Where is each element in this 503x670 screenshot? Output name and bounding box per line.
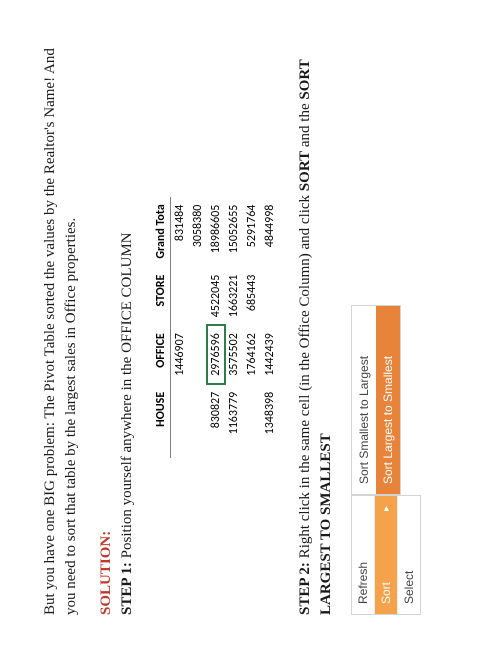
pivot-header-office: OFFICE [152, 325, 171, 384]
pivot-header-store: STORE [152, 267, 171, 326]
pivot-cell[interactable] [261, 267, 279, 326]
table-row: 8308272976596452204518986605 [207, 197, 225, 459]
pivot-cell [243, 442, 261, 458]
table-row: 13483981442439 4844998 [261, 197, 279, 459]
context-menu: Refresh Sort ▸ Select [351, 495, 421, 615]
pivot-cell [261, 442, 279, 458]
pivot-cell[interactable]: 830827 [207, 384, 225, 443]
pivot-cell[interactable]: 4844998 [261, 197, 279, 267]
intro-text: But you have one BIG problem: The Pivot … [40, 40, 82, 615]
solution-label: SOLUTION: [98, 40, 115, 615]
menu-item-label: Refresh [356, 562, 370, 604]
pivot-cell[interactable]: 3058380 [189, 197, 207, 267]
step-2-sort: SORT [297, 151, 313, 191]
chevron-right-icon: ▸ [381, 506, 392, 511]
pivot-cell [225, 442, 243, 458]
pivot-cell[interactable]: 831484 [171, 197, 190, 267]
pivot-cell[interactable] [171, 384, 190, 443]
table-row: 1446907 831484 [171, 197, 190, 459]
pivot-header-blank [152, 442, 171, 458]
pivot-cell[interactable] [189, 267, 207, 326]
pivot-cell[interactable]: 2976596 [207, 325, 225, 384]
pivot-header-house: HOUSE [152, 384, 171, 443]
table-row: 11637793575502166322115052655 [225, 197, 243, 459]
pivot-cell[interactable]: 3575502 [225, 325, 243, 384]
pivot-cell[interactable] [171, 267, 190, 326]
pivot-cell [207, 442, 225, 458]
step-2-text-a: Right click in the same cell (in the Off… [297, 191, 313, 562]
pivot-table-wrap: HOUSE OFFICE STORE Grand Tota 1446907 831… [152, 40, 279, 615]
pivot-cell[interactable]: 1764162 [243, 325, 261, 384]
pivot-cell[interactable]: 1348398 [261, 384, 279, 443]
submenu-item[interactable]: Sort Smallest to Largest [352, 306, 376, 494]
step-1-label: STEP 1: [119, 562, 135, 615]
pivot-cell[interactable] [189, 384, 207, 443]
table-row: 3058380 [189, 197, 207, 459]
pivot-cell[interactable]: 1442439 [261, 325, 279, 384]
submenu-item[interactable]: Sort Largest to Smallest [376, 306, 400, 494]
context-menu-item-sort[interactable]: Sort ▸ [374, 496, 397, 614]
pivot-cell[interactable]: 1663221 [225, 267, 243, 326]
pivot-table: HOUSE OFFICE STORE Grand Tota 1446907 831… [152, 197, 279, 459]
pivot-cell[interactable]: 685443 [243, 267, 261, 326]
pivot-cell[interactable] [189, 325, 207, 384]
step-1: STEP 1: Position yourself anywhere in th… [117, 40, 138, 615]
pivot-cell[interactable]: 1446907 [171, 325, 190, 384]
step-2: STEP 2: Right click in the same cell (in… [295, 40, 337, 615]
pivot-cell[interactable] [243, 384, 261, 443]
pivot-cell [189, 442, 207, 458]
context-menu-item-refresh[interactable]: Refresh [352, 496, 374, 614]
sort-submenu: Sort Smallest to LargestSort Largest to … [351, 305, 401, 495]
step-2-label: STEP 2: [297, 562, 313, 615]
pivot-cell[interactable]: 18986605 [207, 197, 225, 267]
step-2-text-b: and the [297, 100, 313, 151]
table-row: 17641626854435291764 [243, 197, 261, 459]
pivot-cell [171, 442, 190, 458]
pivot-cell[interactable]: 15052655 [225, 197, 243, 267]
pivot-header-grand: Grand Tota [152, 197, 171, 267]
menu-wrap: Refresh Sort ▸ Select Sort Smallest to Larg… [351, 40, 421, 615]
menu-item-label: Sort [379, 582, 393, 604]
context-menu-item-select[interactable]: Select [397, 496, 420, 614]
pivot-cell[interactable]: 4522045 [207, 267, 225, 326]
pivot-header-row: HOUSE OFFICE STORE Grand Tota [152, 197, 171, 459]
menu-item-label: Select [402, 571, 416, 604]
step-1-text: Position yourself anywhere in the OFFICE… [119, 233, 135, 563]
pivot-cell[interactable]: 5291764 [243, 197, 261, 267]
pivot-cell[interactable]: 1163779 [225, 384, 243, 443]
